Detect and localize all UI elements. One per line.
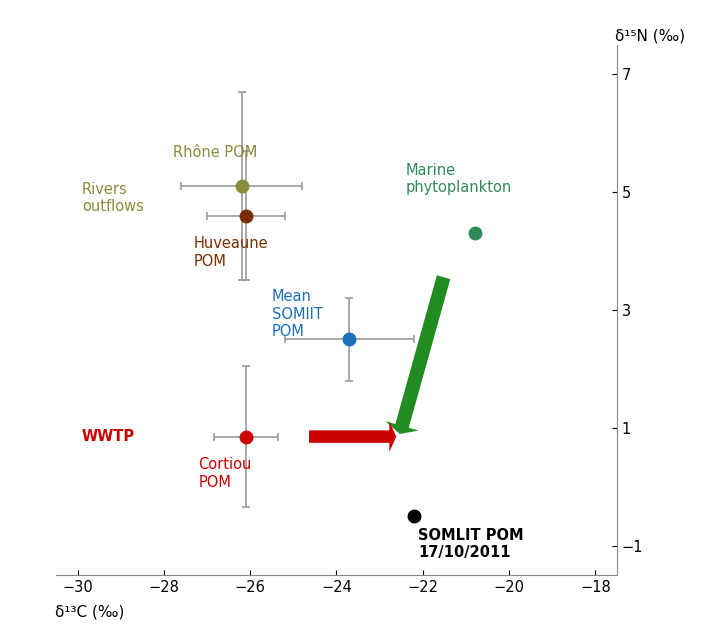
Y-axis label: δ¹⁵N (‰): δ¹⁵N (‰) xyxy=(615,29,686,44)
Text: Rhône POM: Rhône POM xyxy=(172,144,257,160)
Text: Marine
phytoplankton: Marine phytoplankton xyxy=(405,162,512,195)
Text: SOMLIT POM
17/10/2011: SOMLIT POM 17/10/2011 xyxy=(418,528,524,560)
Text: Mean
SOMlIT
POM: Mean SOMlIT POM xyxy=(272,289,322,339)
Text: WWTP: WWTP xyxy=(82,429,135,444)
Text: Rivers
outflows: Rivers outflows xyxy=(82,181,144,214)
Text: Cortiou
POM: Cortiou POM xyxy=(198,458,252,489)
Text: Huveaune
POM: Huveaune POM xyxy=(194,236,268,268)
X-axis label: δ¹³C (‰): δ¹³C (‰) xyxy=(55,604,124,619)
